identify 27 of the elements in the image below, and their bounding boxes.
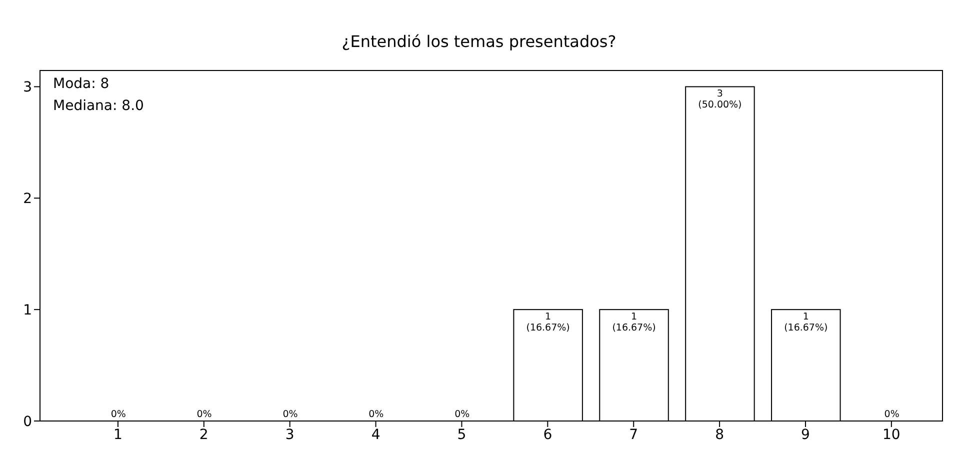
x-tick-label: 1 (113, 426, 122, 443)
x-tick-label: 9 (801, 426, 810, 443)
x-tick-label: 2 (199, 426, 208, 443)
x-tick-label: 6 (543, 426, 552, 443)
x-tick-label: 8 (715, 426, 724, 443)
data-label: 3 (50.00%) (698, 88, 742, 111)
x-tick-label: 3 (285, 426, 294, 443)
data-label: 0% (196, 409, 212, 420)
data-label: 0% (368, 409, 384, 420)
annotation: Moda: 8 (53, 76, 110, 92)
data-label: 0% (110, 409, 126, 420)
data-label: 1 (16.67%) (526, 312, 570, 334)
x-tick-label: 4 (371, 426, 380, 443)
x-tick-label: 7 (629, 426, 638, 443)
chart-title: ¿Entendió los temas presentados? (340, 32, 618, 51)
x-tick-label: 10 (882, 426, 900, 443)
annotation: Mediana: 8.0 (53, 98, 144, 114)
y-tick-label: 2 (23, 191, 32, 208)
y-tick-label: 0 (23, 414, 32, 430)
data-label: 1 (16.67%) (612, 312, 656, 334)
data-label: 0% (282, 409, 298, 420)
data-label: 0% (884, 409, 900, 420)
x-tick-label: 5 (457, 426, 466, 443)
data-label: 0% (454, 409, 470, 420)
y-tick-label: 1 (23, 302, 32, 319)
y-tick-label: 3 (23, 80, 32, 96)
data-label: 1 (16.67%) (784, 312, 828, 334)
